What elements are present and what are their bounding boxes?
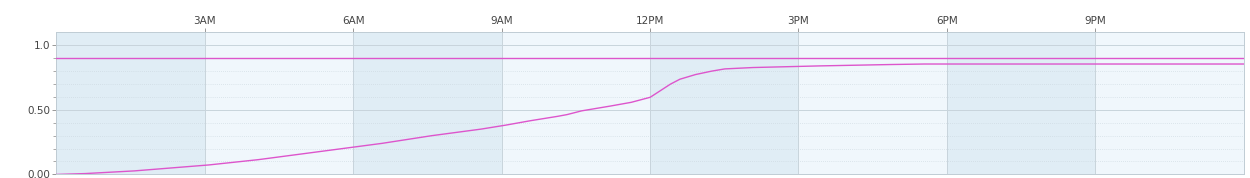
Bar	[354, 32, 501, 174]
Bar	[948, 32, 1095, 174]
Bar	[205, 32, 354, 174]
Bar	[799, 32, 948, 174]
Bar	[56, 32, 205, 174]
Bar	[501, 32, 650, 174]
Bar	[1095, 32, 1244, 174]
Bar	[650, 32, 799, 174]
